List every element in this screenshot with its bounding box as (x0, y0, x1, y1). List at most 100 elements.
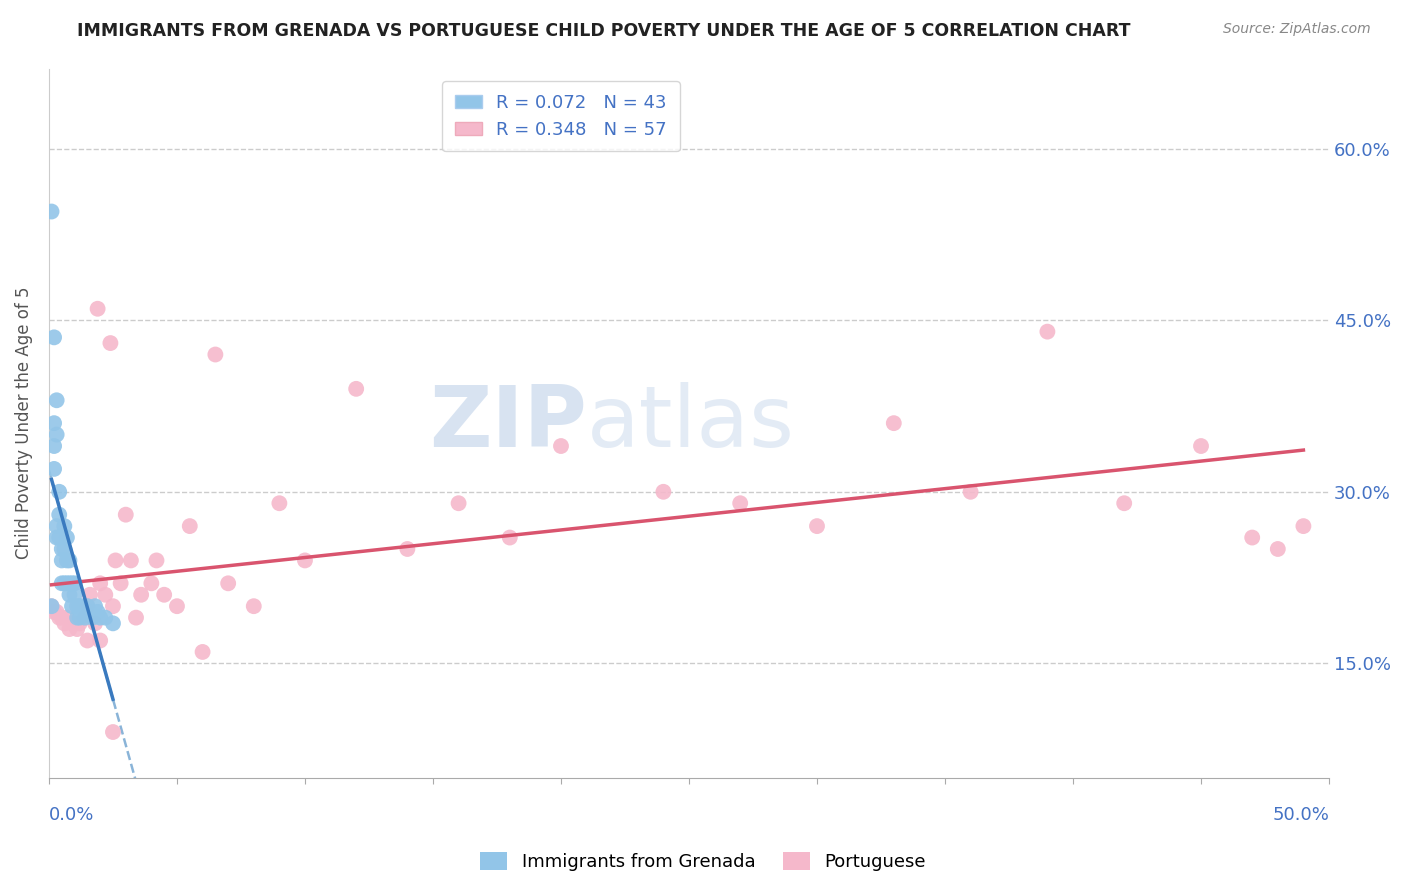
Point (191, 645, 214, 659)
Point (1189, 439, 1212, 453)
Point (1267, 541, 1289, 556)
Point (806, 519, 828, 533)
Point (100, 336, 122, 351)
Point (94, 610, 117, 624)
Point (51, 553, 73, 567)
Point (1036, 325, 1059, 339)
Point (269, 496, 291, 510)
Point (42, 330, 65, 344)
Point (60, 599, 83, 614)
Point (41, 204, 63, 219)
Point (959, 484, 981, 499)
Point (396, 541, 419, 556)
Point (344, 382, 367, 396)
Point (45, 531, 67, 545)
Point (42, 462, 65, 476)
Point (550, 439, 572, 453)
Point (48, 484, 70, 499)
Point (104, 553, 127, 567)
Point (652, 484, 675, 499)
Point (153, 588, 176, 602)
Legend: R = 0.072   N = 43, R = 0.348   N = 57: R = 0.072 N = 43, R = 0.348 N = 57 (443, 81, 679, 152)
Point (86, 301, 108, 316)
Point (69, 616, 91, 631)
Point (179, 519, 201, 533)
Point (41, 599, 63, 614)
Point (53, 519, 76, 533)
Point (51, 541, 73, 556)
Point (42, 605, 65, 619)
Point (45, 519, 67, 533)
Point (41, 599, 63, 614)
Point (56, 576, 79, 591)
Point (101, 616, 124, 631)
Point (48, 531, 70, 545)
Point (1114, 496, 1136, 510)
Text: IMMIGRANTS FROM GRENADA VS PORTUGUESE CHILD POVERTY UNDER THE AGE OF 5 CORRELATI: IMMIGRANTS FROM GRENADA VS PORTUGUESE CH… (77, 22, 1130, 40)
Point (45, 427, 67, 442)
Point (60, 616, 83, 631)
Point (89, 633, 111, 648)
Point (53, 576, 76, 591)
Point (82, 610, 104, 624)
Point (79, 605, 101, 619)
Point (217, 576, 239, 591)
Point (1241, 531, 1264, 545)
Text: ZIP: ZIP (429, 382, 586, 465)
Point (63, 576, 86, 591)
Point (125, 610, 148, 624)
Point (1292, 519, 1315, 533)
Point (101, 725, 124, 739)
Point (53, 541, 76, 556)
Point (58, 588, 80, 602)
Point (84, 616, 107, 631)
Text: 0.0%: 0.0% (49, 806, 94, 824)
Point (141, 576, 163, 591)
Point (53, 616, 76, 631)
Text: Source: ZipAtlas.com: Source: ZipAtlas.com (1223, 22, 1371, 37)
Point (58, 622, 80, 636)
Point (60, 576, 83, 591)
Point (63, 588, 86, 602)
Point (204, 347, 226, 361)
Point (66, 622, 89, 636)
Point (242, 599, 264, 614)
Point (42, 439, 65, 453)
Point (110, 576, 132, 591)
Point (56, 553, 79, 567)
Point (76, 599, 98, 614)
Legend: Immigrants from Grenada, Portuguese: Immigrants from Grenada, Portuguese (474, 845, 932, 879)
Point (42, 416, 65, 430)
Point (51, 610, 73, 624)
Text: 50.0%: 50.0% (1272, 806, 1329, 824)
Point (447, 496, 470, 510)
Point (45, 393, 67, 408)
Point (166, 599, 188, 614)
Point (56, 531, 79, 545)
Point (76, 599, 98, 614)
Point (69, 599, 91, 614)
Point (89, 610, 111, 624)
Point (63, 616, 86, 631)
Point (48, 508, 70, 522)
Point (45, 605, 67, 619)
Point (89, 576, 111, 591)
Point (94, 588, 117, 602)
Point (73, 610, 96, 624)
Point (69, 610, 91, 624)
Point (145, 553, 167, 567)
Point (114, 508, 136, 522)
Point (72, 599, 94, 614)
Point (66, 599, 89, 614)
Text: atlas: atlas (586, 382, 794, 465)
Point (48, 610, 70, 624)
Point (58, 576, 80, 591)
Point (120, 553, 142, 567)
Point (129, 588, 152, 602)
Point (66, 610, 89, 624)
Y-axis label: Child Poverty Under the Age of 5: Child Poverty Under the Age of 5 (15, 287, 32, 559)
Point (84, 599, 107, 614)
Point (101, 599, 124, 614)
Point (294, 553, 316, 567)
Point (499, 531, 522, 545)
